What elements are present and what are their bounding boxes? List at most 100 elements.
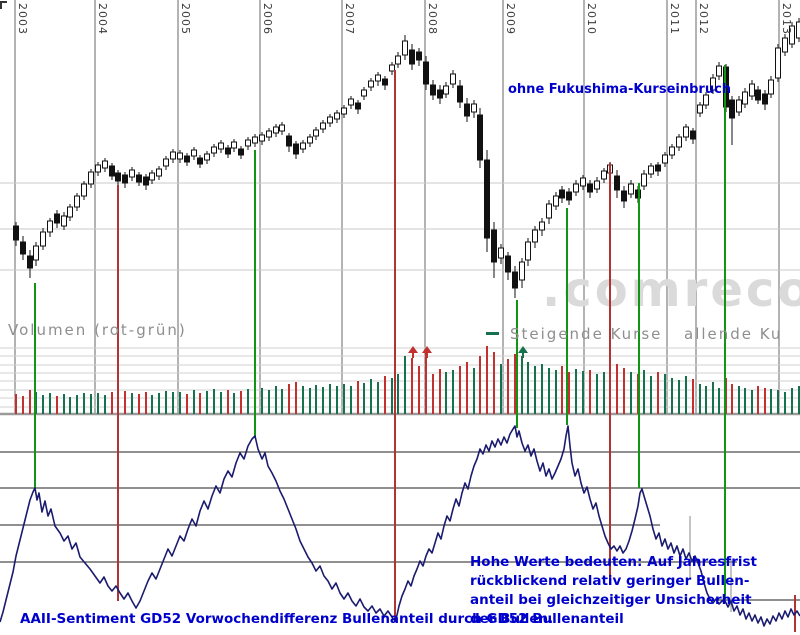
candle-body — [676, 136, 682, 148]
volume-bar — [514, 354, 516, 414]
candle-body — [662, 154, 668, 164]
candle-body — [67, 206, 73, 218]
volume-bar — [343, 384, 345, 414]
year-label-2004: 2004 — [96, 3, 109, 35]
volume-bar — [391, 378, 393, 414]
volume-bar — [798, 386, 800, 414]
candle-body — [136, 174, 142, 183]
candle-body — [512, 271, 518, 289]
year-label-2010: 2010 — [585, 3, 598, 35]
volume-bar — [63, 394, 65, 414]
volume-bar — [671, 378, 673, 414]
candle-body — [546, 203, 552, 219]
volume-bar — [425, 352, 427, 414]
candle-body — [149, 172, 155, 181]
candle-body — [191, 149, 197, 157]
volume-bar — [111, 392, 113, 414]
candle-body — [163, 158, 169, 167]
volume-bar — [575, 369, 577, 414]
volume-bar — [49, 393, 51, 414]
candle-body — [225, 147, 231, 155]
candle-body — [320, 122, 326, 130]
volume-bar — [302, 386, 304, 414]
candle-body — [464, 103, 470, 117]
watermark: .comreco — [542, 262, 800, 318]
candle-body — [102, 160, 108, 169]
candle-body — [245, 139, 251, 147]
volume-bar — [738, 386, 740, 414]
candle-body — [122, 174, 128, 184]
candle-body — [525, 241, 531, 261]
volume-bar — [213, 389, 215, 414]
volume-bar — [322, 387, 324, 414]
volume-bar — [744, 388, 746, 414]
candle-body — [580, 177, 586, 187]
volume-bar — [268, 390, 270, 414]
spike-arrow-icon — [518, 346, 528, 353]
volume-bar — [172, 392, 174, 414]
volume-bar — [179, 392, 181, 414]
candle-body — [477, 114, 483, 161]
candle-body — [252, 136, 258, 144]
candle-body — [471, 103, 477, 113]
candle-body — [566, 191, 572, 201]
legend-rising-label: Steigende Kurse — [510, 325, 663, 343]
candle-body — [532, 229, 538, 243]
volume-bar — [357, 381, 359, 414]
candle-body — [13, 225, 19, 241]
volume-bar — [692, 379, 694, 414]
volume-bar — [493, 352, 495, 414]
candle-body — [238, 148, 244, 156]
candle-body — [170, 151, 176, 160]
volume-bar — [650, 376, 652, 414]
candle-body — [648, 165, 654, 175]
candle-body — [327, 116, 333, 124]
candle-body — [669, 146, 675, 156]
year-label-2011: 2011 — [668, 3, 681, 35]
legend-rising-dash-icon — [486, 332, 499, 335]
volume-bar — [83, 393, 85, 414]
candle-body — [498, 247, 504, 259]
volume-bar — [452, 370, 454, 414]
legend-falling-label: allende Ku — [684, 325, 783, 343]
hohe-werte-line4: der Bullen. — [470, 611, 554, 627]
candle-body — [88, 171, 94, 185]
volume-bar — [56, 396, 58, 414]
candle-body — [789, 25, 795, 45]
candle-body — [703, 94, 709, 106]
volume-bar — [500, 364, 502, 414]
candle-body — [33, 245, 39, 261]
candle-body — [368, 80, 374, 88]
volume-bar — [281, 389, 283, 414]
candle-body — [143, 176, 149, 186]
volume-bar — [623, 368, 625, 414]
volume-bar — [22, 396, 24, 414]
volume-bar — [521, 356, 523, 414]
volume-bar — [479, 356, 481, 414]
candle-body — [313, 129, 319, 137]
candle-body — [266, 130, 272, 138]
volume-bar — [589, 370, 591, 414]
volume-bar — [42, 395, 44, 414]
candle-body — [762, 93, 768, 105]
candle-body — [594, 180, 600, 190]
volume-bar — [15, 394, 17, 414]
candle-body — [47, 220, 53, 233]
volume-bar — [261, 388, 263, 414]
volume-bar — [718, 388, 720, 414]
volume-bar — [541, 364, 543, 414]
candle-body — [95, 164, 101, 173]
year-label-2005: 2005 — [179, 3, 192, 35]
volume-bar — [630, 372, 632, 414]
candle-body — [697, 104, 703, 114]
volume-bar — [770, 389, 772, 414]
volume-bar — [757, 386, 759, 414]
volume-bar — [76, 395, 78, 414]
hohe-werte-annotation: Hohe Werte bedeuten: Auf Jahresfrist rüc… — [470, 553, 757, 629]
candle-body — [443, 85, 449, 95]
volume-bar — [329, 384, 331, 414]
volume-bar — [411, 358, 413, 414]
candle-body — [775, 47, 781, 79]
candle-body — [129, 169, 135, 178]
